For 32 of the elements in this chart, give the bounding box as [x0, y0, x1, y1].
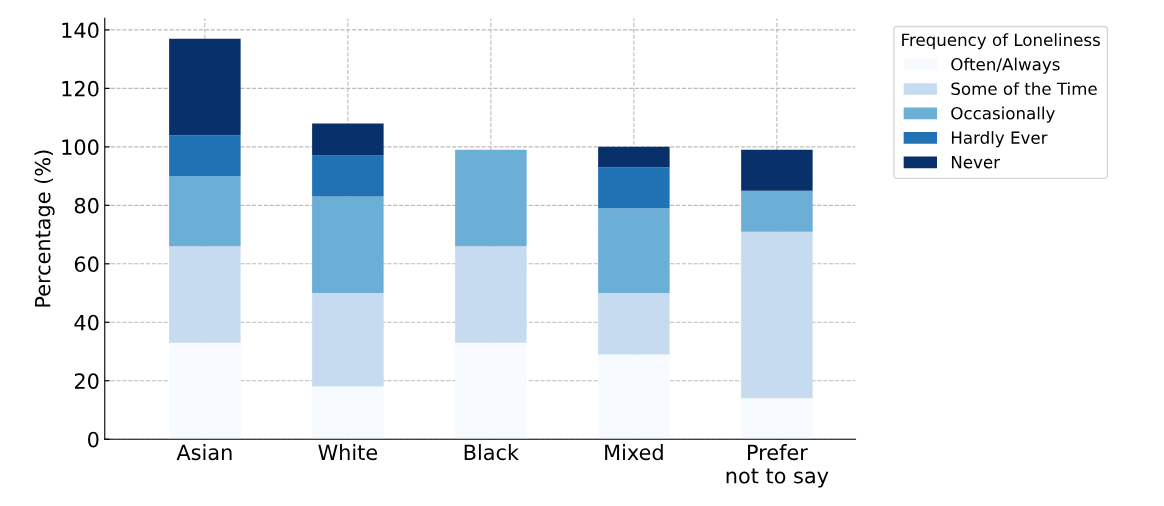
bar — [598, 167, 670, 209]
y-tick-label: 40 — [74, 314, 99, 331]
x-tick-label: Black — [464, 444, 519, 461]
bar — [312, 155, 384, 197]
legend-label: Some of the Time — [951, 82, 1097, 96]
legend-label: Never — [951, 156, 1001, 169]
bar — [741, 190, 813, 232]
bar — [169, 38, 241, 136]
bar — [312, 123, 384, 156]
bar — [598, 146, 670, 168]
bar — [169, 176, 241, 247]
x-tick-label: Prefer not to say — [726, 444, 829, 488]
bar — [169, 135, 241, 177]
x-tick-label: Asian — [176, 444, 232, 461]
y-axis-title: Percentage (%) — [34, 150, 55, 307]
x-tick-label: White — [318, 444, 378, 461]
y-tick-label: 140 — [62, 22, 99, 39]
legend-label: Occasionally — [951, 106, 1055, 123]
bar — [741, 149, 813, 191]
legend-label: Hardly Ever — [951, 131, 1048, 148]
y-tick-label: 20 — [74, 373, 99, 389]
x-tick-label: Mixed — [605, 444, 663, 461]
bar — [455, 149, 527, 247]
y-tick-label: 100 — [62, 139, 99, 156]
y-tick-label: 80 — [74, 197, 99, 214]
bar — [312, 196, 384, 294]
bar — [598, 208, 670, 294]
legend-label: Often/Always — [951, 57, 1060, 74]
legend-title: Frequency of Loneliness — [902, 33, 1100, 50]
y-tick-label: 120 — [62, 80, 99, 97]
y-tick-label: 0 — [88, 431, 99, 448]
y-tick-label: 60 — [74, 256, 99, 273]
